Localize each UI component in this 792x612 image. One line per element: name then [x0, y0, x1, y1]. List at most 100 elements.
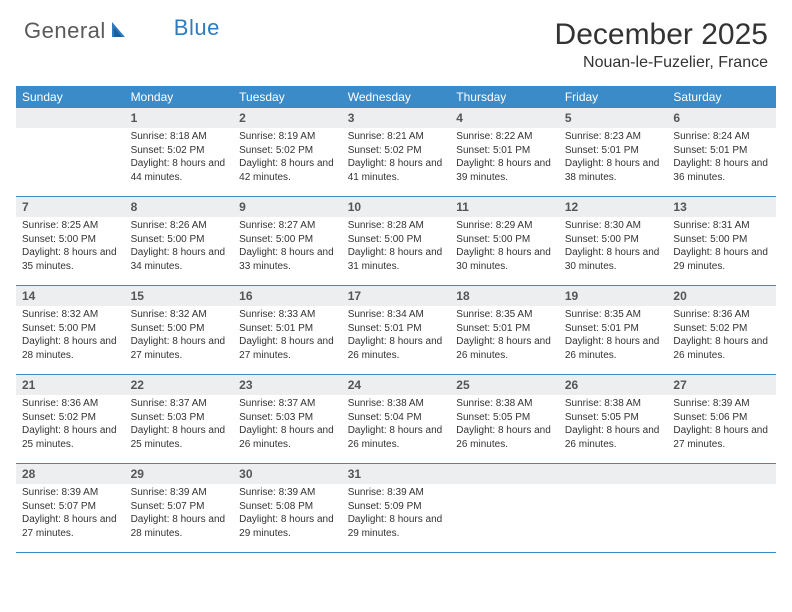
sunrise-text: Sunrise: 8:39 AM: [348, 486, 445, 500]
day-details: Sunrise: 8:31 AMSunset: 5:00 PMDaylight:…: [667, 217, 776, 279]
day-details: Sunrise: 8:26 AMSunset: 5:00 PMDaylight:…: [125, 217, 234, 279]
daylight-text: Daylight: 8 hours and 42 minutes.: [239, 157, 336, 184]
day-details: Sunrise: 8:32 AMSunset: 5:00 PMDaylight:…: [125, 306, 234, 368]
sunset-text: Sunset: 5:00 PM: [456, 233, 553, 247]
day-number: 25: [450, 375, 559, 395]
daylight-text: Daylight: 8 hours and 26 minutes.: [673, 335, 770, 362]
sunrise-text: Sunrise: 8:25 AM: [22, 219, 119, 233]
sunrise-text: Sunrise: 8:22 AM: [456, 130, 553, 144]
day-details: Sunrise: 8:38 AMSunset: 5:05 PMDaylight:…: [559, 395, 668, 457]
day-number: 28: [16, 464, 125, 484]
day-details: Sunrise: 8:21 AMSunset: 5:02 PMDaylight:…: [342, 128, 451, 190]
day-cell: 10Sunrise: 8:28 AMSunset: 5:00 PMDayligh…: [342, 197, 451, 285]
day-details: Sunrise: 8:29 AMSunset: 5:00 PMDaylight:…: [450, 217, 559, 279]
weekday-wednesday: Wednesday: [342, 86, 451, 108]
sunset-text: Sunset: 5:03 PM: [239, 411, 336, 425]
day-cell: 15Sunrise: 8:32 AMSunset: 5:00 PMDayligh…: [125, 286, 234, 374]
empty-cell: [559, 464, 668, 552]
sunrise-text: Sunrise: 8:39 AM: [673, 397, 770, 411]
week-row: 28Sunrise: 8:39 AMSunset: 5:07 PMDayligh…: [16, 464, 776, 553]
daylight-text: Daylight: 8 hours and 26 minutes.: [348, 335, 445, 362]
weekday-friday: Friday: [559, 86, 668, 108]
sunset-text: Sunset: 5:01 PM: [673, 144, 770, 158]
day-cell: 17Sunrise: 8:34 AMSunset: 5:01 PMDayligh…: [342, 286, 451, 374]
daylight-text: Daylight: 8 hours and 26 minutes.: [239, 424, 336, 451]
sunset-text: Sunset: 5:02 PM: [131, 144, 228, 158]
sunset-text: Sunset: 5:05 PM: [565, 411, 662, 425]
daylight-text: Daylight: 8 hours and 30 minutes.: [456, 246, 553, 273]
sunrise-text: Sunrise: 8:26 AM: [131, 219, 228, 233]
day-details: Sunrise: 8:39 AMSunset: 5:06 PMDaylight:…: [667, 395, 776, 457]
sunrise-text: Sunrise: 8:35 AM: [565, 308, 662, 322]
sunset-text: Sunset: 5:02 PM: [348, 144, 445, 158]
day-number: 19: [559, 286, 668, 306]
day-number: 22: [125, 375, 234, 395]
day-cell: 27Sunrise: 8:39 AMSunset: 5:06 PMDayligh…: [667, 375, 776, 463]
daylight-text: Daylight: 8 hours and 39 minutes.: [456, 157, 553, 184]
daylight-text: Daylight: 8 hours and 26 minutes.: [565, 335, 662, 362]
day-number: 17: [342, 286, 451, 306]
daylight-text: Daylight: 8 hours and 28 minutes.: [131, 513, 228, 540]
sunset-text: Sunset: 5:01 PM: [565, 144, 662, 158]
sunset-text: Sunset: 5:07 PM: [131, 500, 228, 514]
sunset-text: Sunset: 5:00 PM: [131, 322, 228, 336]
sunrise-text: Sunrise: 8:19 AM: [239, 130, 336, 144]
daylight-text: Daylight: 8 hours and 25 minutes.: [22, 424, 119, 451]
day-details: Sunrise: 8:30 AMSunset: 5:00 PMDaylight:…: [559, 217, 668, 279]
sunrise-text: Sunrise: 8:32 AM: [22, 308, 119, 322]
day-number: 3: [342, 108, 451, 128]
day-number: 16: [233, 286, 342, 306]
empty-day-header: [559, 464, 668, 484]
sunrise-text: Sunrise: 8:32 AM: [131, 308, 228, 322]
day-number: 9: [233, 197, 342, 217]
day-cell: 30Sunrise: 8:39 AMSunset: 5:08 PMDayligh…: [233, 464, 342, 552]
day-cell: 7Sunrise: 8:25 AMSunset: 5:00 PMDaylight…: [16, 197, 125, 285]
sunrise-text: Sunrise: 8:38 AM: [565, 397, 662, 411]
day-cell: 22Sunrise: 8:37 AMSunset: 5:03 PMDayligh…: [125, 375, 234, 463]
day-cell: 5Sunrise: 8:23 AMSunset: 5:01 PMDaylight…: [559, 108, 668, 196]
sunset-text: Sunset: 5:00 PM: [673, 233, 770, 247]
day-details: Sunrise: 8:24 AMSunset: 5:01 PMDaylight:…: [667, 128, 776, 190]
day-details: Sunrise: 8:25 AMSunset: 5:00 PMDaylight:…: [16, 217, 125, 279]
day-details: Sunrise: 8:22 AMSunset: 5:01 PMDaylight:…: [450, 128, 559, 190]
daylight-text: Daylight: 8 hours and 27 minutes.: [22, 513, 119, 540]
logo: General Blue: [24, 18, 220, 44]
day-number: 1: [125, 108, 234, 128]
day-cell: 21Sunrise: 8:36 AMSunset: 5:02 PMDayligh…: [16, 375, 125, 463]
day-cell: 6Sunrise: 8:24 AMSunset: 5:01 PMDaylight…: [667, 108, 776, 196]
weekday-monday: Monday: [125, 86, 234, 108]
logo-text-blue: Blue: [174, 15, 220, 41]
sunrise-text: Sunrise: 8:38 AM: [456, 397, 553, 411]
sunset-text: Sunset: 5:01 PM: [239, 322, 336, 336]
daylight-text: Daylight: 8 hours and 26 minutes.: [456, 424, 553, 451]
daylight-text: Daylight: 8 hours and 25 minutes.: [131, 424, 228, 451]
sunrise-text: Sunrise: 8:29 AM: [456, 219, 553, 233]
day-cell: 4Sunrise: 8:22 AMSunset: 5:01 PMDaylight…: [450, 108, 559, 196]
day-cell: 13Sunrise: 8:31 AMSunset: 5:00 PMDayligh…: [667, 197, 776, 285]
week-row: 14Sunrise: 8:32 AMSunset: 5:00 PMDayligh…: [16, 286, 776, 375]
day-cell: 31Sunrise: 8:39 AMSunset: 5:09 PMDayligh…: [342, 464, 451, 552]
sunrise-text: Sunrise: 8:36 AM: [22, 397, 119, 411]
sunset-text: Sunset: 5:00 PM: [239, 233, 336, 247]
day-number: 7: [16, 197, 125, 217]
day-details: Sunrise: 8:33 AMSunset: 5:01 PMDaylight:…: [233, 306, 342, 368]
sunset-text: Sunset: 5:02 PM: [239, 144, 336, 158]
sunset-text: Sunset: 5:01 PM: [456, 322, 553, 336]
sunrise-text: Sunrise: 8:33 AM: [239, 308, 336, 322]
day-details: Sunrise: 8:36 AMSunset: 5:02 PMDaylight:…: [667, 306, 776, 368]
day-number: 30: [233, 464, 342, 484]
page-header: General Blue December 2025 Nouan-le-Fuze…: [0, 0, 792, 78]
weekday-saturday: Saturday: [667, 86, 776, 108]
daylight-text: Daylight: 8 hours and 26 minutes.: [456, 335, 553, 362]
daylight-text: Daylight: 8 hours and 27 minutes.: [239, 335, 336, 362]
daylight-text: Daylight: 8 hours and 29 minutes.: [239, 513, 336, 540]
day-number: 8: [125, 197, 234, 217]
sunset-text: Sunset: 5:00 PM: [22, 233, 119, 247]
day-number: 31: [342, 464, 451, 484]
day-details: Sunrise: 8:38 AMSunset: 5:04 PMDaylight:…: [342, 395, 451, 457]
calendar-grid: SundayMondayTuesdayWednesdayThursdayFrid…: [16, 86, 776, 553]
day-details: Sunrise: 8:34 AMSunset: 5:01 PMDaylight:…: [342, 306, 451, 368]
day-number: 15: [125, 286, 234, 306]
sunset-text: Sunset: 5:08 PM: [239, 500, 336, 514]
weekday-header-row: SundayMondayTuesdayWednesdayThursdayFrid…: [16, 86, 776, 108]
